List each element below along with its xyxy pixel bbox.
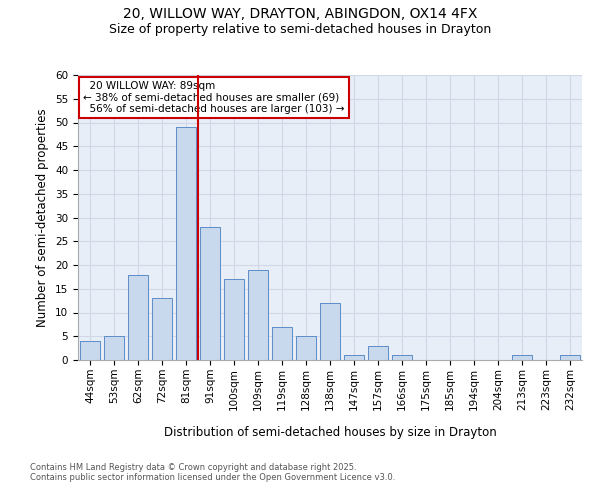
Bar xyxy=(152,298,172,360)
Bar xyxy=(344,355,364,360)
Bar xyxy=(200,227,220,360)
Bar xyxy=(512,355,532,360)
Bar xyxy=(104,336,124,360)
Bar xyxy=(560,355,580,360)
Bar xyxy=(80,341,100,360)
Text: 20 WILLOW WAY: 89sqm
← 38% of semi-detached houses are smaller (69)
  56% of sem: 20 WILLOW WAY: 89sqm ← 38% of semi-detac… xyxy=(83,80,344,114)
Bar xyxy=(224,279,244,360)
Y-axis label: Number of semi-detached properties: Number of semi-detached properties xyxy=(37,108,49,327)
Text: 20, WILLOW WAY, DRAYTON, ABINGDON, OX14 4FX: 20, WILLOW WAY, DRAYTON, ABINGDON, OX14 … xyxy=(123,8,477,22)
Bar xyxy=(272,327,292,360)
Text: Distribution of semi-detached houses by size in Drayton: Distribution of semi-detached houses by … xyxy=(164,426,496,439)
Bar xyxy=(296,336,316,360)
Bar xyxy=(392,355,412,360)
Text: Contains HM Land Registry data © Crown copyright and database right 2025.
Contai: Contains HM Land Registry data © Crown c… xyxy=(30,462,395,482)
Bar xyxy=(368,346,388,360)
Bar xyxy=(248,270,268,360)
Bar xyxy=(128,274,148,360)
Text: Size of property relative to semi-detached houses in Drayton: Size of property relative to semi-detach… xyxy=(109,22,491,36)
Bar xyxy=(176,127,196,360)
Bar xyxy=(320,303,340,360)
